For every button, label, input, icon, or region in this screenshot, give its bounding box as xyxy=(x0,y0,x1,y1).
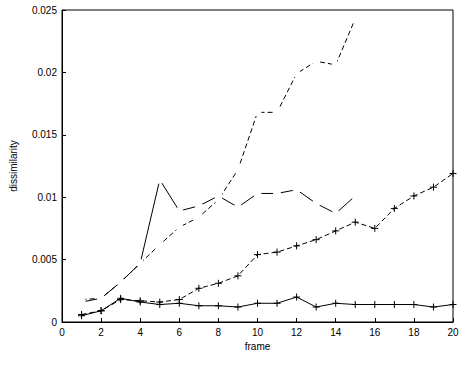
svg-text:0.01: 0.01 xyxy=(38,192,58,203)
svg-text:0.015: 0.015 xyxy=(32,129,57,140)
svg-text:14: 14 xyxy=(330,327,342,338)
svg-text:0: 0 xyxy=(59,327,65,338)
svg-text:8: 8 xyxy=(216,327,222,338)
svg-text:12: 12 xyxy=(291,327,303,338)
svg-text:0: 0 xyxy=(51,317,57,328)
svg-text:6: 6 xyxy=(177,327,183,338)
svg-text:dissimilarity: dissimilarity xyxy=(8,140,19,192)
svg-text:frame: frame xyxy=(245,341,271,352)
svg-text:0.02: 0.02 xyxy=(38,67,58,78)
svg-text:18: 18 xyxy=(408,327,420,338)
svg-text:0.025: 0.025 xyxy=(32,5,57,16)
svg-text:16: 16 xyxy=(369,327,381,338)
svg-text:20: 20 xyxy=(447,327,459,338)
svg-text:10: 10 xyxy=(252,327,264,338)
svg-text:4: 4 xyxy=(137,327,143,338)
svg-text:2: 2 xyxy=(98,327,104,338)
svg-text:0.005: 0.005 xyxy=(32,254,57,265)
